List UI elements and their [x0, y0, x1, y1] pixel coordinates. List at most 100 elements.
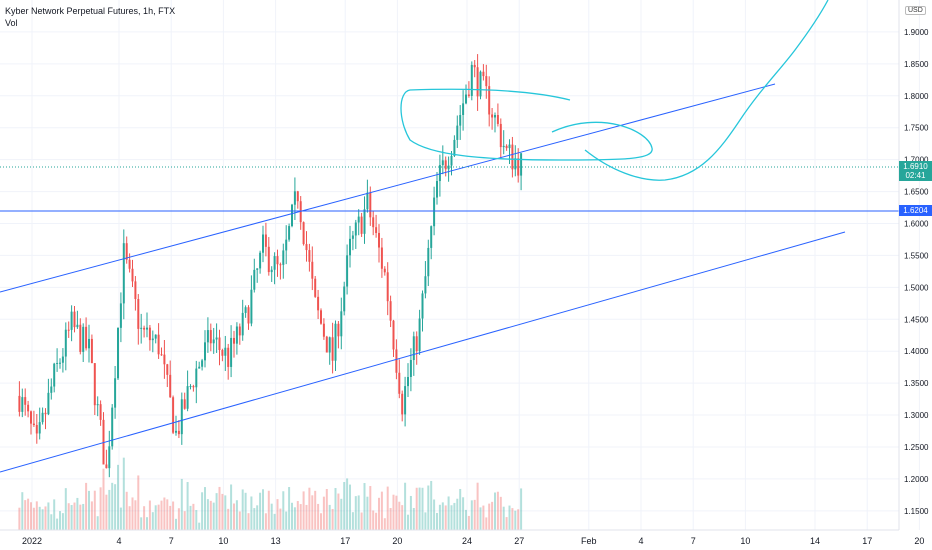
- volume-bar: [467, 515, 470, 530]
- volume-bar: [404, 482, 407, 530]
- volume-bar: [473, 499, 476, 530]
- candle-body: [288, 226, 291, 240]
- volume-bar: [421, 487, 424, 530]
- candle-body: [47, 392, 50, 415]
- volume-bar: [520, 488, 523, 530]
- volume-bar: [105, 494, 108, 530]
- volume-bar: [250, 496, 253, 530]
- volume-bar: [459, 488, 462, 530]
- candle-body: [357, 216, 360, 223]
- volume-bar: [331, 508, 334, 530]
- candle-body: [485, 76, 488, 87]
- candle-body: [35, 424, 38, 434]
- volume-bar: [438, 504, 441, 530]
- time-tick-label: 13: [271, 536, 281, 546]
- chart-legend[interactable]: Kyber Network Perpetual Futures, 1h, FTX…: [5, 5, 175, 29]
- volume-bar: [308, 487, 311, 530]
- candle-body: [415, 336, 418, 352]
- candle-body: [238, 326, 241, 336]
- volume-bar: [514, 510, 517, 530]
- candle-body: [215, 337, 218, 340]
- volume-bar: [146, 517, 148, 530]
- candle-body: [143, 327, 146, 330]
- candle-body: [476, 67, 479, 97]
- volume-bar: [90, 501, 93, 530]
- candle-body: [340, 311, 343, 337]
- candle-body: [270, 269, 273, 273]
- volume-bar: [209, 500, 212, 530]
- volume-bar: [195, 510, 198, 530]
- volume-bar: [259, 492, 262, 530]
- volume-bar: [154, 505, 157, 530]
- volume-bar: [427, 485, 430, 530]
- bar-countdown: 02:41: [905, 171, 926, 180]
- candlestick-series[interactable]: [18, 54, 523, 478]
- candle-body: [386, 272, 389, 302]
- volume-bar: [177, 508, 180, 530]
- candle-body: [259, 252, 262, 269]
- volume-bar: [508, 505, 511, 530]
- candle-body: [128, 259, 131, 269]
- current-price-value: 1.6910: [903, 162, 928, 171]
- volume-bar: [128, 506, 131, 530]
- candle-body: [93, 363, 96, 406]
- currency-unit-label[interactable]: USD: [905, 6, 926, 15]
- volume-bar: [320, 513, 322, 530]
- candle-body: [73, 311, 76, 328]
- current-price-tag: 1.6910 02:41: [899, 161, 932, 181]
- candle-body: [134, 281, 137, 300]
- volume-bar: [311, 495, 314, 530]
- time-tick-label: 10: [740, 536, 750, 546]
- volume-bar: [18, 507, 21, 530]
- volume-bar: [206, 499, 209, 530]
- candle-body: [438, 165, 441, 182]
- candle-body: [247, 307, 250, 324]
- candle-body: [140, 327, 143, 329]
- freehand-ellipse-drawing[interactable]: [400, 88, 653, 161]
- volume-bar: [148, 500, 151, 530]
- candle-body: [508, 144, 511, 149]
- volume-bar: [227, 508, 230, 530]
- candle-body: [201, 360, 204, 367]
- volume-bar: [279, 508, 282, 530]
- volume-bar: [198, 522, 201, 530]
- volume-bar: [61, 513, 64, 530]
- volume-label[interactable]: Vol: [5, 18, 18, 28]
- time-tick-label: 10: [218, 536, 228, 546]
- candle-body: [285, 239, 288, 251]
- candle-body: [360, 216, 363, 234]
- candle-body: [166, 364, 169, 375]
- candle-body: [235, 326, 238, 344]
- volume-bar: [169, 505, 172, 530]
- candle-body: [18, 395, 21, 412]
- candle-body: [395, 349, 398, 373]
- symbol-title[interactable]: Kyber Network Perpetual Futures, 1h, FTX: [5, 6, 176, 16]
- price-axis[interactable]: 1.9000 1.8500 1.8000 1.7500 1.7000 1.6500 1.60…: [898, 0, 929, 530]
- lower-trendline[interactable]: [0, 231, 846, 473]
- candle-body: [262, 234, 264, 253]
- candle-body: [459, 114, 462, 126]
- volume-bar: [334, 488, 337, 530]
- candle-body: [296, 191, 299, 202]
- volume-bar: [276, 499, 279, 530]
- volume-bar: [85, 482, 88, 530]
- candle-body: [114, 378, 117, 408]
- volume-bar: [389, 508, 392, 530]
- time-axis[interactable]: 2022 4 7 10 13 17 20 24 27 Feb 4 7 10 14 17 20: [0, 529, 924, 546]
- level-price-value: 1.6204: [903, 206, 928, 215]
- candle-body: [491, 114, 494, 118]
- candle-body: [331, 337, 334, 361]
- upper-trendline[interactable]: [0, 83, 776, 293]
- volume-bar: [485, 517, 488, 530]
- volume-bar: [343, 482, 346, 530]
- volume-bar: [354, 496, 357, 530]
- candle-body: [354, 222, 357, 236]
- volume-bar: [395, 495, 398, 530]
- user-drawings[interactable]: [0, 0, 899, 473]
- freehand-curve-drawing[interactable]: [584, 0, 829, 181]
- candle-body: [30, 411, 32, 424]
- volume-bar: [293, 507, 296, 530]
- volume-bar: [491, 501, 494, 530]
